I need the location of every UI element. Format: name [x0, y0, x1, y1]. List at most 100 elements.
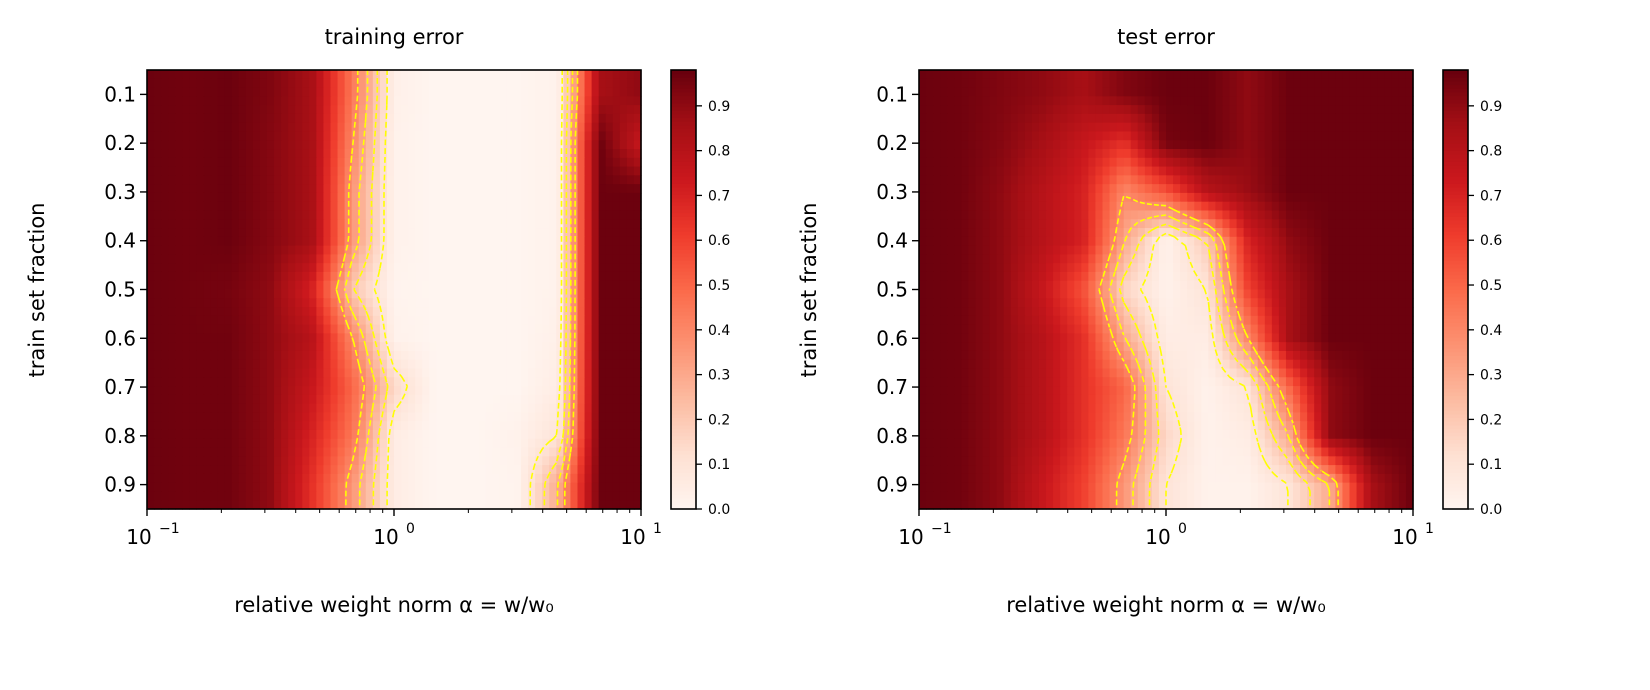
- heatmap-cell: [542, 447, 550, 457]
- heatmap-cell: [1370, 184, 1379, 194]
- heatmap-cell: [351, 254, 360, 264]
- heatmap-cell: [274, 465, 282, 475]
- heatmap-cell: [612, 307, 621, 317]
- heatmap-cell: [281, 315, 289, 326]
- heatmap-cell: [556, 254, 564, 264]
- heatmap-cell: [1363, 87, 1372, 97]
- heatmap-cell: [408, 70, 416, 80]
- heatmap-cell: [492, 78, 501, 89]
- heatmap-cell: [1264, 166, 1273, 176]
- heatmap-cell: [1257, 78, 1266, 89]
- heatmap-cell: [1060, 184, 1068, 194]
- heatmap-cell: [372, 131, 381, 141]
- colorbar-segment: [671, 326, 696, 331]
- heatmap-cell: [372, 289, 381, 299]
- heatmap-cell: [612, 482, 621, 493]
- heatmap-cell: [1300, 149, 1308, 159]
- heatmap-cell: [323, 263, 332, 273]
- heatmap-cell: [401, 184, 409, 194]
- heatmap-cell: [626, 342, 635, 352]
- heatmap-cell: [344, 394, 353, 405]
- heatmap-cell: [210, 280, 219, 291]
- heatmap-cell: [316, 201, 325, 212]
- x-tick-label: 10: [373, 525, 398, 549]
- heatmap-cell: [330, 175, 339, 185]
- heatmap-cell: [358, 219, 367, 229]
- heatmap-cell: [940, 157, 948, 168]
- heatmap-cell: [626, 289, 635, 299]
- heatmap-cell: [933, 70, 941, 80]
- heatmap-cell: [968, 70, 977, 80]
- heatmap-cell: [344, 307, 353, 317]
- heatmap-cell: [147, 342, 155, 352]
- heatmap-cell: [1109, 78, 1118, 89]
- heatmap-cell: [933, 192, 941, 203]
- heatmap-cell: [1187, 219, 1195, 229]
- heatmap-cell: [252, 78, 261, 89]
- heatmap-cell: [175, 245, 183, 255]
- heatmap-cell: [259, 447, 268, 457]
- heatmap-cell: [1060, 219, 1068, 229]
- heatmap-cell: [1038, 113, 1047, 124]
- heatmap-cell: [1180, 157, 1188, 168]
- heatmap-cell: [443, 140, 452, 150]
- heatmap-cell: [542, 236, 550, 247]
- heatmap-cell: [238, 87, 247, 97]
- heatmap-cell: [535, 70, 543, 80]
- heatmap-cell: [408, 412, 416, 422]
- heatmap-cell: [556, 491, 564, 501]
- heatmap-cell: [147, 263, 155, 273]
- heatmap-cell: [429, 271, 437, 282]
- heatmap-cell: [196, 122, 205, 133]
- heatmap-cell: [386, 105, 395, 115]
- heatmap-cell: [1017, 166, 1026, 176]
- heatmap-cell: [584, 368, 593, 378]
- heatmap-cell: [281, 456, 289, 466]
- heatmap-cell: [1187, 96, 1195, 106]
- heatmap-cell: [450, 421, 459, 431]
- heatmap-cell: [323, 228, 332, 238]
- heatmap-cell: [471, 412, 480, 422]
- heatmap-cell: [252, 456, 261, 466]
- heatmap-cell: [316, 184, 325, 194]
- heatmap-cell: [231, 122, 240, 133]
- heatmap-cell: [549, 456, 557, 466]
- heatmap-cell: [563, 456, 572, 466]
- heatmap-cell: [982, 78, 991, 89]
- heatmap-cell: [351, 307, 360, 317]
- colorbar-segment: [671, 487, 696, 492]
- heatmap-cell: [337, 149, 346, 159]
- heatmap-cell: [1349, 210, 1358, 220]
- heatmap-cell: [1257, 96, 1266, 106]
- heatmap-cell: [224, 350, 233, 361]
- heatmap-cell: [996, 140, 1005, 150]
- heatmap-cell: [1060, 78, 1068, 89]
- colorbar-segment: [671, 263, 696, 269]
- heatmap-cell: [224, 113, 233, 124]
- heatmap-cell: [302, 263, 310, 273]
- heatmap-cell: [1229, 122, 1238, 133]
- heatmap-cell: [266, 236, 275, 247]
- heatmap-cell: [422, 342, 430, 352]
- heatmap-cell: [323, 105, 332, 115]
- heatmap-cell: [499, 465, 508, 475]
- heatmap-cell: [281, 96, 289, 106]
- heatmap-cell: [1109, 105, 1118, 115]
- heatmap-cell: [415, 210, 423, 220]
- heatmap-cell: [1060, 175, 1068, 185]
- colorbar-tick-label: 0.9: [708, 99, 730, 115]
- heatmap-cell: [471, 438, 480, 449]
- heatmap-cell: [1391, 140, 1400, 150]
- heatmap-cell: [1137, 228, 1146, 238]
- colorbar-segment: [671, 165, 696, 170]
- heatmap-cell: [288, 500, 296, 510]
- heatmap-cell: [1208, 192, 1216, 203]
- heatmap-cell: [175, 228, 183, 238]
- colorbar-segment: [671, 395, 696, 400]
- heatmap-cell: [933, 175, 941, 185]
- heatmap-cell: [443, 157, 452, 168]
- heatmap-cell: [182, 386, 190, 396]
- heatmap-cell: [457, 228, 466, 238]
- heatmap-cell: [521, 96, 529, 106]
- heatmap-cell: [499, 429, 508, 440]
